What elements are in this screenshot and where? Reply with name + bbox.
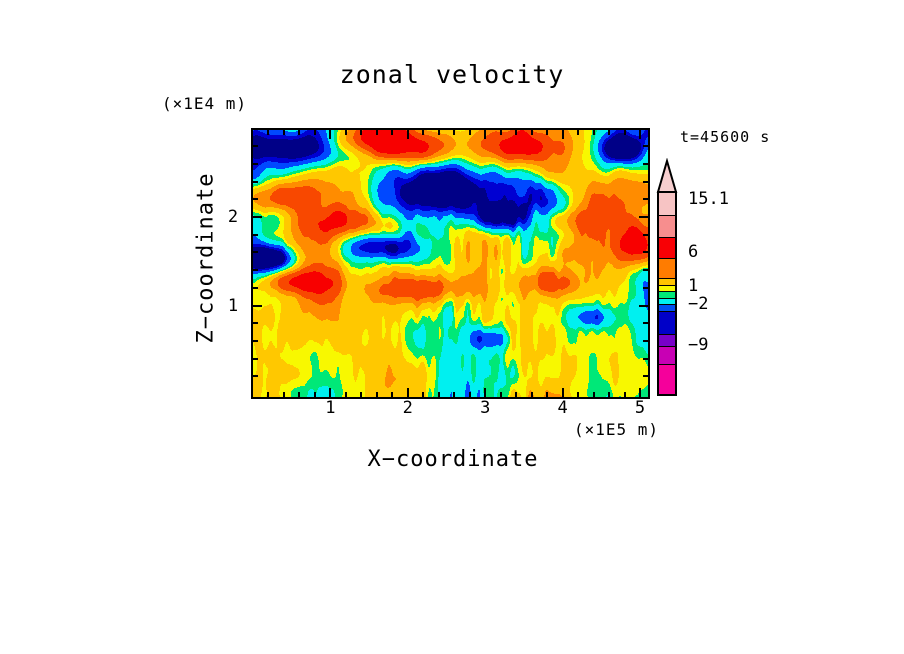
colorbar-band-8 — [659, 304, 675, 311]
colorbar-band-3 — [659, 258, 675, 278]
colorbar-tick-label-2: 1 — [688, 276, 699, 296]
colorbar-tick-label-4: −9 — [688, 335, 709, 355]
y-axis-title: Z−coordinate — [193, 172, 219, 344]
y-tick-label-1: 1 — [227, 295, 239, 316]
colorbar-band-1 — [659, 215, 675, 237]
colorbar-bands — [657, 191, 677, 396]
x-tick-label-2: 2 — [402, 398, 413, 418]
colorbar-arrow-tip-icon — [656, 158, 678, 193]
colorbar-band-5 — [659, 285, 675, 291]
colorbar: 15.1 6 1 −2 −9 — [655, 158, 729, 398]
time-annotation: t=45600 s — [680, 128, 771, 146]
x-tick-label-4: 4 — [557, 398, 568, 418]
colorbar-band-2 — [659, 237, 675, 258]
colorbar-band-4 — [659, 278, 675, 285]
colorbar-tick-label-1: 6 — [688, 242, 699, 262]
colorbar-band-10 — [659, 334, 675, 346]
colorbar-band-9 — [659, 311, 675, 334]
y-axis-units-label: (×1E4 m) — [162, 94, 248, 113]
colorbar-band-6 — [659, 291, 675, 298]
y-tick-label-2: 2 — [227, 207, 239, 227]
contour-field-canvas — [251, 128, 650, 399]
colorbar-band-0 — [659, 193, 675, 215]
chart-title: zonal velocity — [339, 60, 565, 89]
colorbar-tick-label-3: −2 — [688, 294, 709, 314]
colorbar-band-7 — [659, 298, 675, 304]
x-tick-label-1: 1 — [325, 398, 336, 418]
x-tick-label-3: 3 — [480, 398, 491, 418]
colorbar-band-12 — [659, 364, 675, 394]
x-axis-units-label: (×1E5 m) — [573, 420, 659, 439]
x-tick-label-5: 5 — [634, 398, 646, 418]
colorbar-tick-label-0: 15.1 — [688, 189, 729, 209]
x-axis-title: X−coordinate — [367, 447, 539, 472]
colorbar-band-11 — [659, 346, 675, 364]
